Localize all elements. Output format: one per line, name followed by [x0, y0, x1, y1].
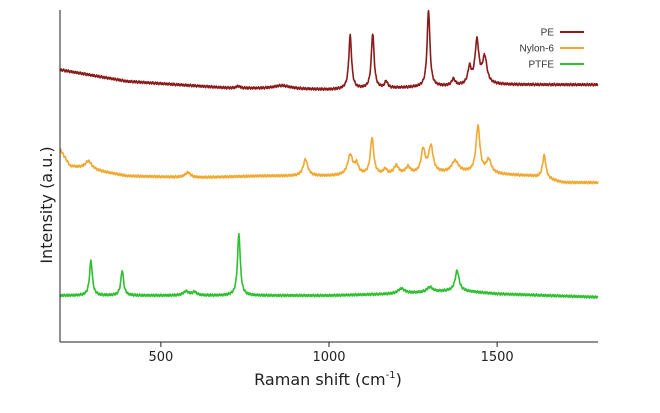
legend-item-pe: PE: [541, 28, 584, 39]
legend-item-nylon-6: Nylon-6: [520, 44, 584, 55]
x-axis-label-main: Raman shift (cm: [254, 370, 385, 389]
x-ticks: 500 1000 1500: [148, 342, 514, 365]
series-line-nylon-6: [59, 124, 599, 185]
legend-label: PE: [541, 28, 555, 39]
x-tick-label: 1000: [312, 350, 345, 365]
series-line-pe: [59, 9, 599, 92]
series-line-ptfe: [59, 232, 599, 300]
legend-label: Nylon-6: [520, 44, 555, 55]
legend-item-ptfe: PTFE: [528, 60, 584, 71]
legend: PE Nylon-6 PTFE: [520, 28, 584, 71]
x-tick-label: 500: [148, 350, 173, 365]
y-axis-label: Intensity (a.u.): [37, 146, 56, 263]
x-axis-label-superscript: -1: [386, 370, 396, 381]
x-tick-label: 1500: [481, 350, 514, 365]
x-axis-label-close: ): [396, 370, 402, 389]
x-axis-label: Raman shift (cm-1): [254, 370, 402, 389]
series-lines: [59, 9, 599, 300]
legend-label: PTFE: [528, 60, 554, 71]
